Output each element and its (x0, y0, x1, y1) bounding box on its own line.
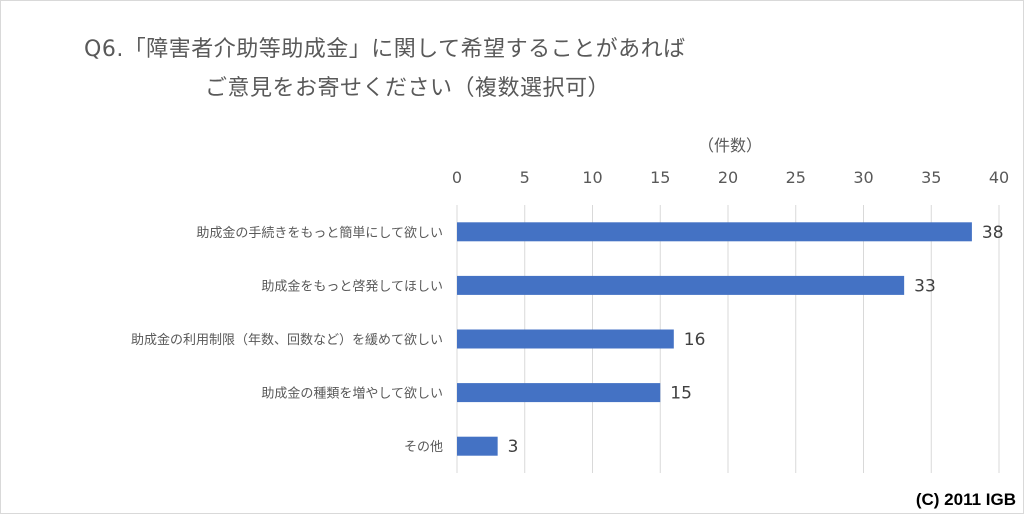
x-tick-label: 40 (989, 168, 1009, 187)
category-label: 助成金の利用制限（年数、回数など）を緩めて欲しい (131, 332, 443, 348)
x-tick-label: 10 (582, 168, 602, 187)
bar (457, 329, 674, 349)
bar (457, 275, 905, 295)
x-axis-unit-label: （件数） (698, 136, 763, 155)
x-tick-label: 30 (853, 168, 873, 187)
category-label: 助成金をもっと啓発してほしい (261, 278, 443, 294)
data-label: 15 (670, 384, 692, 404)
copyright-notice: (C) 2011 IGB (915, 490, 1016, 509)
x-tick-labels: 0 5 10 15 20 25 30 35 40 (452, 168, 1009, 187)
bar (457, 436, 498, 456)
chart-title-line-1: Q6.「障害者介助等助成金」に関して希望することがあれば (84, 37, 686, 62)
x-tick-label: 5 (520, 168, 530, 187)
bar (457, 383, 661, 403)
data-label: 3 (508, 437, 519, 457)
category-label: 助成金の手続きをもっと簡単にして欲しい (196, 225, 443, 241)
x-tick-label: 35 (921, 168, 941, 187)
bar (457, 222, 972, 242)
x-tick-label: 25 (786, 168, 806, 187)
category-label: 助成金の種類を増やして欲しい (261, 386, 443, 402)
x-tick-label: 20 (718, 168, 738, 187)
category-labels: 助成金の手続きをもっと簡単にして欲しい助成金をもっと啓発してほしい助成金の利用制… (131, 225, 443, 455)
data-label: 38 (982, 223, 1004, 243)
x-tick-label: 0 (452, 168, 462, 187)
category-label: その他 (404, 440, 443, 455)
data-labels: 38 33 16 15 3 (508, 223, 1004, 457)
chart-title-line-2: ご意見をお寄せください（複数選択可） (205, 76, 611, 101)
data-label: 33 (914, 276, 936, 296)
x-tick-label: 15 (650, 168, 670, 187)
data-label: 16 (684, 330, 706, 350)
bars (457, 222, 972, 456)
